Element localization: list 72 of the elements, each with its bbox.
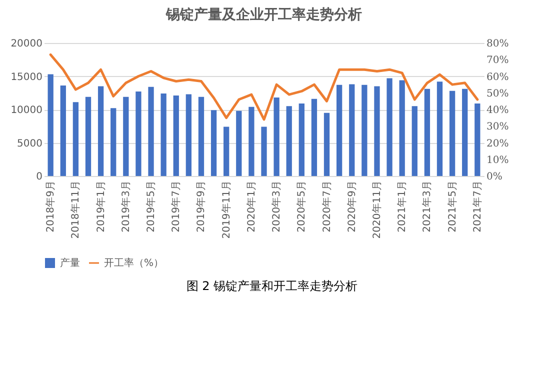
y2-tick-label: 50% — [486, 88, 509, 100]
y2-tick-label: 80% — [486, 38, 509, 50]
bar — [399, 80, 405, 176]
bar — [160, 94, 166, 176]
x-tick-label: 2021年3月 — [421, 180, 434, 232]
x-tick-label: 2019年5月 — [145, 180, 158, 232]
bar — [110, 108, 116, 176]
bar — [412, 106, 418, 176]
y2-tick-label: 10% — [486, 154, 509, 166]
x-tick-label: 2021年7月 — [471, 180, 484, 232]
chart-title: 锡锭产量及企业开工率走势分析 — [165, 6, 362, 23]
bar — [286, 106, 292, 176]
y2-tick-label: 40% — [486, 105, 509, 116]
bar — [386, 78, 392, 176]
y-tick-label: 10000 — [10, 105, 42, 116]
bar — [336, 84, 342, 176]
bar — [248, 106, 254, 176]
bar — [48, 74, 54, 176]
x-tick-label: 2018年9月 — [44, 180, 57, 232]
x-tick-label: 2020年1月 — [245, 180, 258, 232]
bar — [72, 102, 79, 176]
bar — [374, 86, 380, 176]
y2-tick-label: 60% — [486, 72, 509, 83]
x-tick-label: 2020年9月 — [346, 180, 358, 232]
bar — [173, 96, 179, 176]
bar — [198, 96, 204, 176]
y-tick-label: 5000 — [17, 138, 42, 150]
y2-tick-label: 70% — [486, 55, 509, 66]
bar — [449, 90, 456, 176]
x-tick-label: 2019年9月 — [195, 180, 208, 232]
bar — [148, 86, 154, 176]
bar — [123, 96, 129, 176]
x-tick-label: 2019年11月 — [220, 180, 232, 239]
bar — [349, 84, 355, 176]
x-tick-label: 2021年1月 — [396, 180, 408, 232]
x-tick-label: 2019年3月 — [120, 180, 132, 232]
bar — [298, 104, 304, 176]
y-tick-label: 20000 — [10, 38, 42, 50]
bar — [261, 126, 267, 176]
line-series — [49, 53, 479, 121]
bar — [210, 110, 217, 176]
bar — [324, 112, 330, 176]
x-tick-label: 2019年7月 — [170, 180, 182, 232]
x-tick-label: 2021年5月 — [446, 180, 458, 232]
bar — [424, 88, 430, 176]
y-tick-label: 15000 — [10, 72, 42, 83]
x-tick-label: 2020年5月 — [296, 180, 308, 232]
bar — [224, 126, 230, 176]
y2-tick-label: 20% — [486, 138, 509, 150]
caption: 图 2 锡锭产量和开工率走势分析 — [185, 278, 359, 295]
bar — [311, 98, 318, 176]
y2-tick-label: 0% — [486, 172, 502, 182]
bar — [462, 88, 468, 176]
bar — [236, 110, 242, 176]
x-tick-label: 2019年1月 — [94, 180, 107, 232]
x-tick-label: 2018年11月 — [70, 180, 82, 239]
bar — [136, 92, 142, 176]
bar — [436, 82, 443, 176]
bar — [362, 84, 368, 176]
x-tick-label: 2020年11月 — [370, 180, 383, 239]
bar — [186, 94, 192, 176]
bar — [85, 96, 92, 176]
bar — [274, 98, 280, 176]
y2-tick-label: 30% — [486, 122, 509, 133]
bar — [98, 86, 104, 176]
bar — [474, 104, 480, 176]
legend-label: 开工率（%） — [104, 257, 164, 269]
legend-label: 产量 — [60, 257, 80, 269]
y-tick-label: 0 — [36, 172, 42, 182]
bar — [60, 86, 66, 176]
x-tick-label: 2020年3月 — [270, 180, 283, 232]
x-tick-label: 2020年7月 — [320, 180, 333, 232]
